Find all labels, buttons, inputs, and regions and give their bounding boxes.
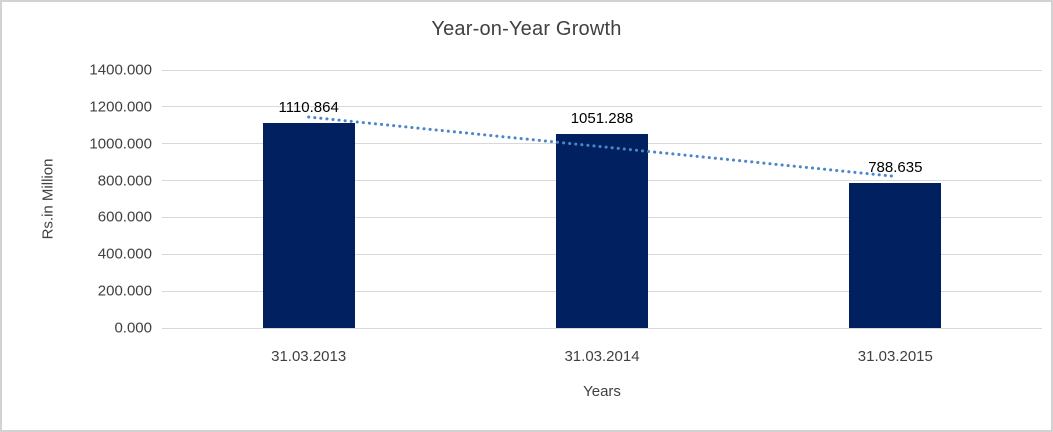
bar xyxy=(262,123,355,328)
gridline xyxy=(162,327,1042,329)
y-tick-label: 1000.000 xyxy=(89,135,152,153)
gridline xyxy=(162,106,1042,108)
y-tick-label: 1400.000 xyxy=(89,61,152,79)
y-tick-label: 200.000 xyxy=(97,282,152,300)
data-label: 788.635 xyxy=(868,158,923,176)
y-tick-label: 1200.000 xyxy=(89,98,152,116)
plot-area: 0.000 200.000 400.000 600.000 800.000 1000.00… xyxy=(89,62,1042,365)
data-label: 1051.288 xyxy=(570,110,634,128)
y-axis-title: Rs.in Million xyxy=(39,158,57,240)
y-tick-label: 400.000 xyxy=(97,245,152,263)
y-tick-label: 600.000 xyxy=(97,208,152,226)
x-tick-label: 31.03.2013 xyxy=(271,348,347,365)
gridline xyxy=(162,69,1042,71)
data-label: 1110.864 xyxy=(278,99,339,117)
y-tick-label: 0.000 xyxy=(114,319,152,337)
y-tick-label: 800.000 xyxy=(97,172,152,190)
chart-title: Year-on-Year Growth xyxy=(431,18,622,40)
bar xyxy=(849,182,942,328)
trendline xyxy=(307,115,897,178)
x-axis-title: Years xyxy=(583,383,621,400)
x-tick-label: 31.03.2014 xyxy=(564,348,640,365)
x-tick-label: 31.03.2015 xyxy=(857,348,933,365)
bar xyxy=(556,134,648,328)
